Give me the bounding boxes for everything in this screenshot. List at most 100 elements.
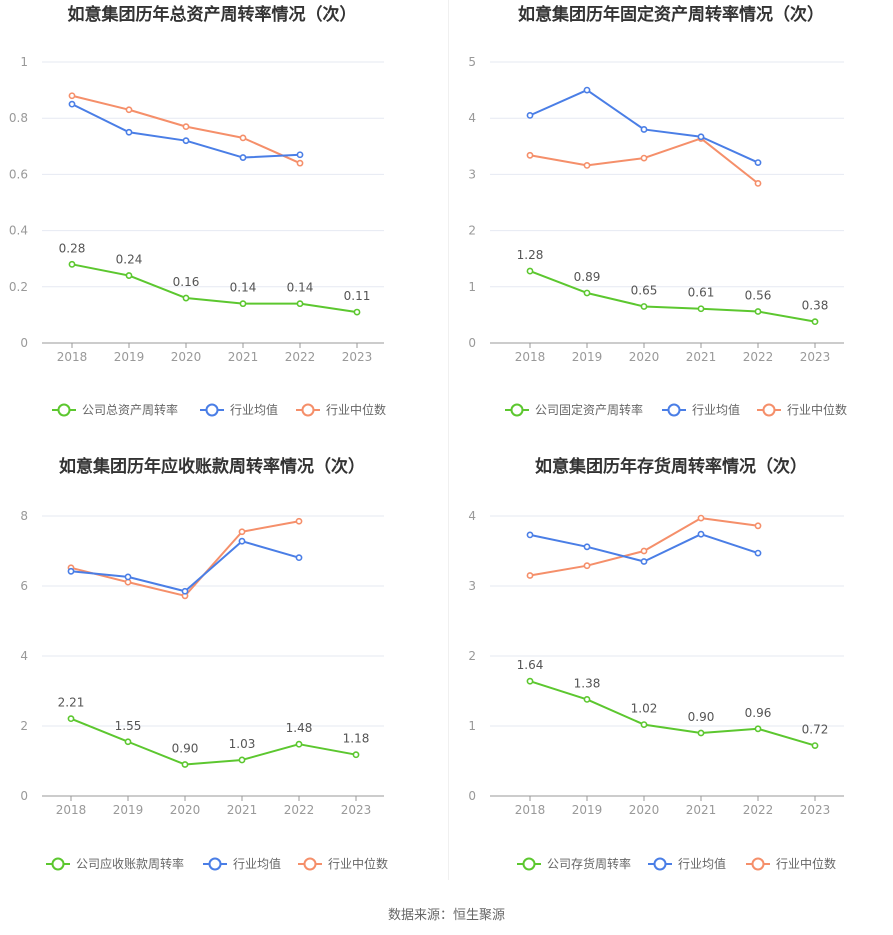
x-tick-label: 2023 [800, 803, 831, 817]
data-label: 1.02 [631, 702, 658, 716]
legend-item-company: 公司总资产周转率 [52, 402, 178, 417]
chart-title: 如意集团历年应收账款周转率情况（次） [59, 456, 365, 477]
data-point-avg [296, 151, 304, 159]
legend-item-median: 行业中位数 [746, 856, 836, 871]
series-line-median [70, 520, 300, 597]
data-label: 1.64 [517, 658, 544, 672]
data-point-company [353, 308, 361, 316]
legend-label: 公司应收账款周转率 [76, 856, 184, 871]
series-line-company [529, 270, 816, 323]
series-line-avg [70, 540, 300, 593]
x-tick-label: 2018 [515, 350, 546, 364]
legend-label: 行业均值 [233, 856, 281, 871]
legend-marker-icon [522, 857, 536, 871]
x-tick-label: 2020 [171, 350, 202, 364]
data-point-avg [697, 530, 705, 538]
x-tick-label: 2018 [57, 350, 88, 364]
legend-item-median: 行业中位数 [757, 402, 847, 417]
y-tick-label: 0 [468, 336, 476, 350]
data-point-company [239, 300, 247, 308]
data-point-company [67, 715, 75, 723]
x-tick-label: 2023 [800, 350, 831, 364]
data-label: 1.38 [574, 676, 601, 690]
data-label: 0.28 [59, 241, 86, 255]
legend-label: 行业中位数 [326, 402, 386, 417]
x-tick-label: 2019 [572, 350, 603, 364]
data-label: 0.14 [287, 281, 314, 295]
series-line-avg [71, 103, 301, 159]
data-label: 0.89 [574, 270, 601, 284]
y-tick-label: 0.4 [9, 224, 28, 238]
data-point-company [295, 740, 303, 748]
x-tick-label: 2022 [285, 350, 316, 364]
data-label: 0.14 [230, 281, 257, 295]
data-point-company [526, 677, 534, 685]
x-tick-label: 2020 [629, 803, 660, 817]
data-label: 1.28 [517, 248, 544, 262]
x-tick-label: 2021 [686, 350, 717, 364]
y-tick-label: 3 [468, 167, 476, 181]
y-tick-label: 0.6 [9, 167, 28, 181]
y-tick-label: 4 [468, 509, 476, 523]
data-point-company [125, 272, 133, 279]
y-tick-label: 0 [20, 336, 28, 350]
chart-title: 如意集团历年存货周转率情况（次） [535, 456, 807, 477]
legend-label: 公司存货周转率 [547, 856, 631, 871]
y-tick-label: 8 [20, 509, 28, 523]
y-tick-label: 4 [20, 649, 28, 663]
data-point-avg [526, 111, 534, 119]
chart-panel-total-asset-turnover: 如意集团历年总资产周转率情况（次） 0 0.2 0.4 0.6 0.8 1 2018 2019 2… [0, 0, 446, 445]
x-tick-label: 2019 [114, 350, 145, 364]
legend-marker-icon [208, 857, 222, 871]
data-source-note: 数据来源：恒生聚源 [387, 908, 505, 923]
data-point-avg [754, 159, 762, 166]
data-point-median [583, 562, 591, 570]
x-tick-label: 2021 [228, 350, 259, 364]
data-point-median [697, 514, 705, 522]
chart-title: 如意集团历年固定资产周转率情况（次） [518, 4, 824, 25]
legend-marker-icon [510, 403, 524, 417]
data-point-avg [295, 554, 303, 562]
data-label: 2.21 [58, 696, 85, 710]
data-point-company [811, 318, 819, 326]
data-point-median [182, 123, 190, 131]
legend-marker-icon [667, 403, 681, 417]
data-point-company [754, 725, 762, 733]
y-tick-label: 0 [468, 789, 476, 803]
chart-total-asset-turnover: 如意集团历年总资产周转率情况（次） 0 0.2 0.4 0.6 0.8 1 2018 2019 2… [9, 4, 386, 417]
data-point-company [640, 303, 648, 310]
y-tick-label: 2 [468, 649, 476, 663]
data-point-avg [697, 133, 705, 141]
data-label: 1.55 [115, 719, 142, 733]
legend-item-median: 行业中位数 [298, 856, 388, 871]
x-tick-label: 2020 [629, 350, 660, 364]
series-line-company [71, 263, 358, 314]
data-point-company [182, 294, 190, 302]
chart-inventory-turnover: 如意集团历年存货周转率情况（次） 0 1 2 3 4 2018 2019 2020 2021 202… [468, 456, 844, 871]
data-point-company [526, 267, 534, 275]
data-point-avg [239, 154, 247, 161]
data-point-company [640, 721, 648, 728]
data-point-median [583, 162, 591, 169]
data-point-avg [238, 537, 246, 545]
data-point-company [754, 308, 762, 315]
chart-receivables-turnover: 如意集团历年应收账款周转率情况（次） 0 2 4 6 8 2018 2019 2020 2021 2… [20, 456, 388, 871]
data-point-median [526, 151, 534, 159]
data-point-avg [640, 558, 648, 565]
x-tick-label: 2021 [686, 803, 717, 817]
data-point-avg [181, 587, 189, 595]
data-point-company [124, 738, 132, 746]
legend-item-company: 公司固定资产周转率 [505, 402, 643, 417]
y-tick-label: 0.8 [9, 111, 28, 125]
legend-marker-icon [303, 857, 317, 871]
data-label: 0.90 [172, 742, 199, 756]
data-point-avg [125, 128, 133, 136]
data-point-median [754, 179, 762, 187]
y-tick-label: 5 [468, 55, 476, 69]
data-point-avg [640, 126, 648, 133]
data-point-company [811, 742, 819, 749]
data-point-median [526, 572, 534, 579]
y-tick-label: 6 [20, 579, 28, 593]
x-tick-label: 2019 [572, 803, 603, 817]
data-point-company [583, 289, 591, 297]
